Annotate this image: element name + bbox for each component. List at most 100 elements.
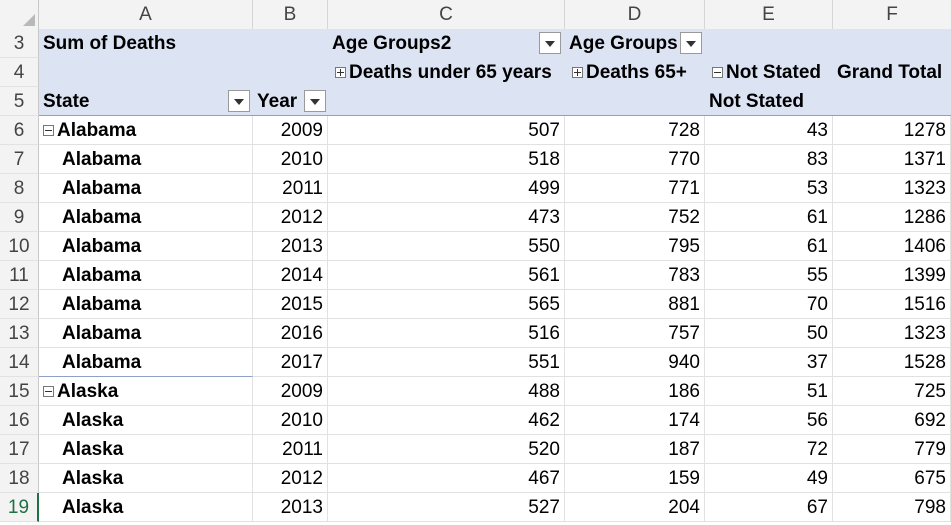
not-stated-cell[interactable]: 67 — [705, 493, 833, 522]
row-header-active[interactable]: 19 — [0, 493, 39, 522]
under-65-cell[interactable]: 473 — [328, 203, 565, 232]
state-cell[interactable]: Alabama — [39, 319, 253, 348]
pivot-col-field-age-groups2[interactable]: Age Groups2 — [328, 29, 565, 58]
state-cell[interactable]: Alaska — [39, 377, 253, 406]
under-65-cell[interactable]: 527 — [328, 493, 565, 522]
65-plus-cell[interactable]: 752 — [565, 203, 705, 232]
under-65-cell[interactable]: 499 — [328, 174, 565, 203]
collapse-minus-icon[interactable] — [712, 67, 723, 79]
state-cell[interactable]: Alabama — [39, 290, 253, 319]
grand-total-cell[interactable]: 1323 — [833, 319, 951, 348]
pivot-col-item-not-stated[interactable]: Not Stated — [705, 58, 833, 87]
not-stated-cell[interactable]: 37 — [705, 348, 833, 377]
state-cell[interactable]: Alabama — [39, 203, 253, 232]
not-stated-cell[interactable]: 72 — [705, 435, 833, 464]
state-cell[interactable]: Alaska — [39, 435, 253, 464]
under-65-cell[interactable]: 507 — [328, 116, 565, 145]
not-stated-cell[interactable]: 43 — [705, 116, 833, 145]
row-header[interactable]: 6 — [0, 116, 39, 145]
65-plus-cell[interactable]: 187 — [565, 435, 705, 464]
grand-total-cell[interactable]: 725 — [833, 377, 951, 406]
not-stated-cell[interactable]: 50 — [705, 319, 833, 348]
65-plus-cell[interactable]: 728 — [565, 116, 705, 145]
grand-total-cell[interactable]: 1323 — [833, 174, 951, 203]
state-cell[interactable]: Alabama — [39, 261, 253, 290]
row-header[interactable]: 17 — [0, 435, 39, 464]
grand-total-cell[interactable]: 692 — [833, 406, 951, 435]
year-cell[interactable]: 2010 — [253, 145, 328, 174]
row-header[interactable]: 9 — [0, 203, 39, 232]
collapse-minus-icon[interactable] — [43, 386, 54, 398]
row-header[interactable]: 7 — [0, 145, 39, 174]
grand-total-cell[interactable]: 798 — [833, 493, 951, 522]
not-stated-cell[interactable]: 55 — [705, 261, 833, 290]
grand-total-cell[interactable]: 1528 — [833, 348, 951, 377]
under-65-cell[interactable]: 565 — [328, 290, 565, 319]
under-65-cell[interactable]: 551 — [328, 348, 565, 377]
row-header[interactable]: 4 — [0, 58, 39, 87]
grand-total-cell[interactable]: 1286 — [833, 203, 951, 232]
not-stated-cell[interactable]: 51 — [705, 377, 833, 406]
65-plus-cell[interactable]: 940 — [565, 348, 705, 377]
state-cell[interactable]: Alabama — [39, 145, 253, 174]
65-plus-cell[interactable]: 159 — [565, 464, 705, 493]
row-header[interactable]: 13 — [0, 319, 39, 348]
state-cell[interactable]: Alaska — [39, 493, 253, 522]
65-plus-cell[interactable]: 795 — [565, 232, 705, 261]
row-header[interactable]: 18 — [0, 464, 39, 493]
state-cell[interactable]: Alaska — [39, 464, 253, 493]
grand-total-cell[interactable]: 1399 — [833, 261, 951, 290]
column-header-a[interactable]: A — [39, 0, 253, 29]
65-plus-cell[interactable]: 881 — [565, 290, 705, 319]
under-65-cell[interactable]: 550 — [328, 232, 565, 261]
year-cell[interactable]: 2009 — [253, 116, 328, 145]
state-cell[interactable]: Alaska — [39, 406, 253, 435]
grand-total-cell[interactable]: 779 — [833, 435, 951, 464]
65-plus-cell[interactable]: 771 — [565, 174, 705, 203]
year-cell[interactable]: 2011 — [253, 174, 328, 203]
row-header[interactable]: 14 — [0, 348, 39, 377]
row-header[interactable]: 8 — [0, 174, 39, 203]
column-header-f[interactable]: F — [886, 4, 898, 25]
year-cell[interactable]: 2014 — [253, 261, 328, 290]
65-plus-cell[interactable]: 770 — [565, 145, 705, 174]
under-65-cell[interactable]: 561 — [328, 261, 565, 290]
not-stated-cell[interactable]: 56 — [705, 406, 833, 435]
not-stated-cell[interactable]: 61 — [705, 203, 833, 232]
grand-total-cell[interactable]: 675 — [833, 464, 951, 493]
row-header[interactable]: 15 — [0, 377, 39, 406]
collapse-minus-icon[interactable] — [43, 125, 54, 137]
year-cell[interactable]: 2012 — [253, 203, 328, 232]
pivot-col-item-65-plus[interactable]: Deaths 65+ — [565, 58, 705, 87]
column-header-c[interactable]: C — [328, 0, 565, 29]
65-plus-cell[interactable]: 783 — [565, 261, 705, 290]
year-filter-dropdown-icon[interactable] — [304, 90, 326, 112]
under-65-cell[interactable]: 516 — [328, 319, 565, 348]
year-cell[interactable]: 2011 — [253, 435, 328, 464]
under-65-cell[interactable]: 462 — [328, 406, 565, 435]
row-header[interactable]: 10 — [0, 232, 39, 261]
row-header[interactable]: 12 — [0, 290, 39, 319]
grand-total-cell[interactable]: 1278 — [833, 116, 951, 145]
age-groups-filter-dropdown-icon[interactable] — [680, 32, 702, 54]
under-65-cell[interactable]: 467 — [328, 464, 565, 493]
pivot-row-field-state[interactable]: State — [39, 87, 253, 116]
not-stated-cell[interactable]: 53 — [705, 174, 833, 203]
age-groups2-filter-dropdown-icon[interactable] — [539, 32, 561, 54]
column-header-b[interactable]: B — [253, 0, 328, 29]
column-header-e[interactable]: E — [705, 0, 833, 29]
expand-plus-icon[interactable] — [572, 67, 583, 79]
under-65-cell[interactable]: 520 — [328, 435, 565, 464]
column-header-d[interactable]: D — [565, 0, 705, 29]
year-cell[interactable]: 2016 — [253, 319, 328, 348]
grand-total-cell[interactable]: 1516 — [833, 290, 951, 319]
under-65-cell[interactable]: 518 — [328, 145, 565, 174]
row-header[interactable]: 5 — [0, 87, 39, 116]
not-stated-cell[interactable]: 61 — [705, 232, 833, 261]
row-header[interactable]: 11 — [0, 261, 39, 290]
state-cell[interactable]: Alabama — [39, 116, 253, 145]
year-cell[interactable]: 2010 — [253, 406, 328, 435]
state-filter-dropdown-icon[interactable] — [228, 90, 250, 112]
grand-total-cell[interactable]: 1406 — [833, 232, 951, 261]
year-cell[interactable]: 2012 — [253, 464, 328, 493]
